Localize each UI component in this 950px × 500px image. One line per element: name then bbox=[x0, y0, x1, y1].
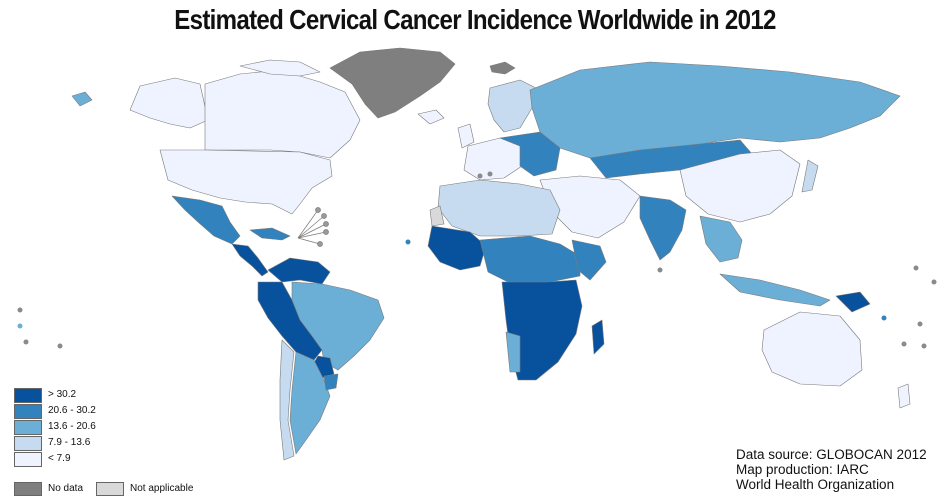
island-dot bbox=[17, 323, 23, 329]
region-andes bbox=[257, 281, 323, 361]
legend-label: 13.6 - 20.6 bbox=[48, 421, 96, 432]
legend-swatch bbox=[14, 436, 42, 451]
region-uruguay bbox=[323, 373, 339, 391]
island-dot bbox=[881, 315, 887, 321]
region-uk bbox=[457, 123, 475, 149]
region-svalbard bbox=[489, 61, 516, 75]
island-dot bbox=[913, 265, 919, 271]
island-dot bbox=[17, 307, 23, 313]
region-mexico bbox=[171, 195, 241, 245]
source-credits: Data source: GLOBOCAN 2012 Map productio… bbox=[736, 447, 927, 492]
region-china bbox=[679, 149, 801, 223]
world-map bbox=[17, 47, 937, 461]
region-central-america bbox=[231, 243, 269, 277]
region-west-africa bbox=[427, 225, 487, 271]
legend-label: 7.9 - 13.6 bbox=[48, 437, 91, 448]
region-central-africa bbox=[479, 235, 581, 285]
island-dot bbox=[321, 213, 327, 219]
region-russia bbox=[529, 61, 901, 159]
region-madagascar bbox=[591, 319, 605, 355]
source-line: Data source: GLOBOCAN 2012 bbox=[736, 447, 927, 462]
island-dot bbox=[921, 343, 927, 349]
region-chile bbox=[279, 339, 295, 461]
region-argentina bbox=[289, 351, 331, 455]
production-line: Map production: IARC bbox=[736, 462, 869, 477]
region-caribbean bbox=[249, 227, 291, 241]
island-dot bbox=[323, 229, 329, 235]
island-dot bbox=[315, 207, 321, 213]
region-new-zealand bbox=[897, 383, 911, 409]
island-dot bbox=[317, 241, 323, 247]
region-canada bbox=[204, 69, 361, 159]
island-dot bbox=[57, 343, 63, 349]
region-alaska bbox=[129, 77, 209, 129]
legend-label: 20.6 - 30.2 bbox=[48, 405, 96, 416]
legend-swatch bbox=[14, 404, 42, 419]
no-data-swatch bbox=[14, 482, 42, 496]
region-north-africa bbox=[437, 179, 561, 237]
map-title: Estimated Cervical Cancer Incidence Worl… bbox=[174, 4, 776, 35]
region-middle-east bbox=[539, 175, 641, 239]
region-usa bbox=[159, 149, 333, 215]
region-iceland bbox=[417, 109, 445, 125]
region-se-asia bbox=[699, 215, 743, 263]
region-greenland bbox=[329, 47, 456, 119]
region-namibia bbox=[505, 331, 521, 373]
region-western-europe bbox=[463, 137, 523, 181]
island-dot bbox=[917, 321, 923, 327]
region-brazil bbox=[291, 281, 385, 371]
region-venezuela bbox=[267, 257, 331, 285]
region-australia bbox=[761, 311, 863, 387]
region-pacific-north-island bbox=[71, 91, 93, 107]
island-dot bbox=[931, 279, 937, 285]
region-western-sahara bbox=[429, 205, 445, 227]
not-applicable-swatch bbox=[96, 482, 124, 496]
organization-line: World Health Organization bbox=[736, 477, 895, 492]
region-india bbox=[639, 195, 687, 261]
legend-label: < 7.9 bbox=[48, 453, 71, 464]
region-japan bbox=[801, 159, 819, 193]
region-horn bbox=[571, 239, 607, 281]
region-png bbox=[835, 291, 871, 313]
legend-swatch bbox=[14, 388, 42, 403]
legend-swatch bbox=[14, 420, 42, 435]
not-applicable-label: Not applicable bbox=[130, 483, 194, 494]
island-dot bbox=[657, 267, 663, 273]
island-dot bbox=[23, 339, 29, 345]
island-dot bbox=[323, 221, 329, 227]
no-data-label: No data bbox=[48, 483, 84, 494]
island-dot bbox=[901, 341, 907, 347]
legend-label: > 30.2 bbox=[48, 389, 77, 400]
region-scandinavia bbox=[487, 79, 541, 133]
region-arctic-islands bbox=[239, 59, 321, 77]
island-dot bbox=[487, 171, 493, 177]
island-dot bbox=[477, 173, 483, 179]
region-indonesia bbox=[719, 273, 831, 307]
island-dot bbox=[405, 239, 411, 245]
legend-swatch bbox=[14, 452, 42, 467]
